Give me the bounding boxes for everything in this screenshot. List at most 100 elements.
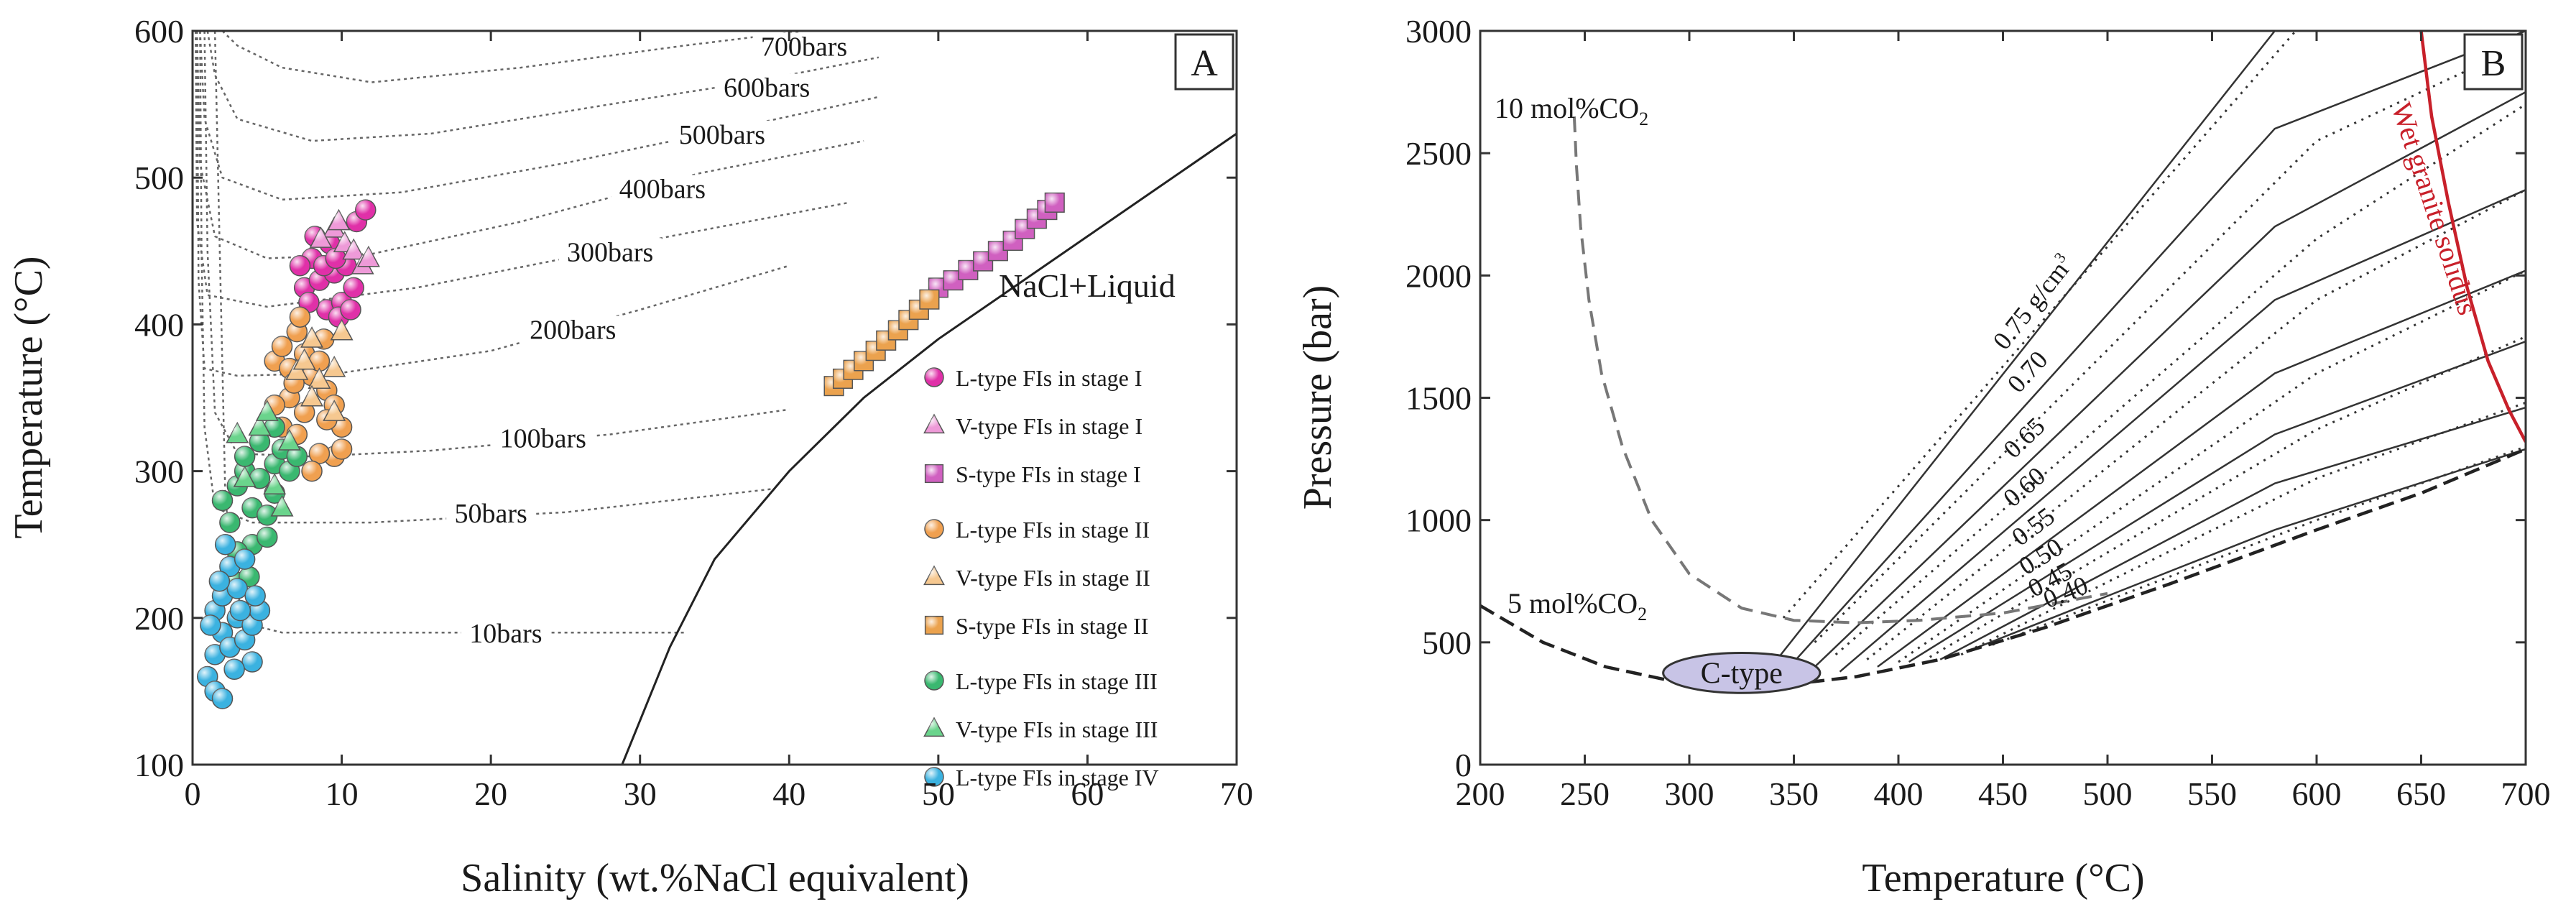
legend-marker	[923, 565, 945, 586]
data-point	[249, 468, 271, 489]
x-tick-label: 700	[2501, 775, 2551, 812]
co2-10-curve	[1572, 116, 2108, 625]
x-tick-label: 60	[1071, 775, 1104, 812]
legend-label: L-type FIs in stage III	[956, 668, 1158, 694]
data-point	[356, 245, 380, 267]
data-point	[271, 336, 293, 357]
data-point	[223, 658, 245, 681]
panel-a-salinity-temperature: 10bars 50bars 100bars 200bars 300bars 400bars…	[6, 13, 1253, 900]
data-point	[248, 414, 272, 436]
data-point	[264, 394, 285, 416]
data-point	[331, 438, 353, 460]
isochore-solid	[1977, 448, 2526, 648]
legend-item: L-type FIs in stage I	[924, 365, 1142, 391]
data-point	[292, 348, 316, 370]
legend-item: S-type FIs in stage II	[924, 613, 1148, 639]
isobar-label: 700bars	[761, 32, 847, 62]
isobar-label-bg	[558, 238, 662, 266]
axes-b: 200 250 300 350 400 450 500 550 600 650 700 0 500 100…	[1405, 13, 2551, 812]
x-tick-label: 20	[474, 775, 507, 812]
legend-label: S-type FIs in stage I	[956, 461, 1141, 487]
isobar-600bars	[206, 31, 880, 142]
co2-5-curve	[1480, 447, 2526, 688]
data-point	[234, 446, 256, 467]
c-type-label: C-type	[1701, 657, 1783, 690]
x-tick-label: 0	[185, 775, 201, 812]
legend-label: L-type FIs in stage I	[956, 365, 1142, 391]
data-point	[1044, 192, 1065, 213]
isochore-label: 0.65	[1998, 412, 2050, 464]
y-axis-title-b: Pressure (bar)	[1296, 285, 1340, 510]
data-point	[277, 429, 301, 451]
co2-10-label-sub: 2	[1639, 109, 1648, 129]
legend-label: V-type FIs in stage I	[956, 413, 1142, 439]
axes-a: 0 10 20 30 40 50 60 70 100 200 300 400 500 600	[134, 13, 1253, 812]
data-point	[327, 208, 351, 231]
isochore-solid	[1877, 269, 2526, 668]
legend-marker	[924, 671, 944, 691]
data-point	[255, 400, 279, 421]
legend-item: V-type FIs in stage II	[923, 565, 1150, 591]
legend-label: S-type FIs in stage II	[956, 613, 1148, 639]
wet-granite-solidus-curve	[2419, 31, 2526, 443]
legend-item: V-type FIs in stage III	[923, 716, 1158, 742]
isochore-solid	[1839, 189, 2526, 673]
data-point	[286, 446, 308, 467]
y-axis-title-a: Temperature (°C)	[6, 256, 51, 538]
data-point	[270, 494, 294, 517]
data-point	[289, 306, 311, 328]
x-tick-label: 450	[1978, 775, 2028, 812]
y-tick-label: 300	[134, 453, 184, 490]
legend-marker	[923, 716, 945, 737]
isobar-label: 500bars	[679, 120, 765, 150]
series-v-type-fis-in-stage-ii	[285, 318, 354, 421]
halite-curve	[621, 132, 1237, 765]
data-point	[226, 578, 249, 599]
boundary-curves	[1480, 31, 2526, 688]
isochore-dotted	[1992, 446, 2526, 646]
legend-item: L-type FIs in stage II	[924, 517, 1150, 543]
plot-frame-b	[1479, 29, 2527, 766]
x-axis-title-a: Salinity (wt.%NaCl equivalent)	[461, 856, 969, 900]
isochore-solid	[1908, 341, 2526, 663]
series-s-type-fis-in-stage-ii	[823, 289, 940, 397]
data-point	[233, 466, 257, 487]
isobar-label: 10bars	[469, 619, 542, 649]
x-tick-label: 600	[2292, 775, 2342, 812]
isobar-label-bg	[491, 424, 595, 452]
x-tick-label: 500	[2083, 775, 2133, 812]
co2-5-label: 5 mol%CO2	[1508, 587, 1647, 625]
data-point	[200, 614, 221, 636]
data-point	[876, 330, 897, 351]
data-point	[919, 289, 940, 310]
x-tick-label: 400	[1874, 775, 1924, 812]
isobar-label-bg	[461, 619, 550, 648]
co2-5-label-main: 5 mol%CO	[1508, 587, 1638, 619]
data-point	[211, 688, 234, 709]
x-tick-label: 50	[922, 775, 955, 812]
data-point	[249, 431, 271, 453]
isochore-dotted	[1960, 401, 2526, 656]
panel-b-temperature-pressure: 10 mol%CO2 5 mol%CO2 Wet granite solidus…	[1296, 13, 2551, 900]
data-point	[309, 226, 333, 248]
data-point	[343, 277, 364, 299]
halite-saturation-curve	[621, 132, 1237, 765]
legend-marker	[924, 464, 944, 484]
data-point	[308, 367, 331, 389]
isobar-label-bg	[752, 32, 856, 60]
panel-label-b: B	[2463, 33, 2524, 91]
legend-marker	[924, 615, 944, 635]
legend-item: L-type FIs in stage III	[924, 668, 1158, 694]
y-tick-label: 1000	[1405, 502, 1472, 539]
data-point	[342, 238, 366, 260]
data-point	[323, 355, 346, 377]
x-tick-label: 30	[624, 775, 657, 812]
legend-marker	[924, 519, 944, 539]
isochore-solid	[1774, 31, 2276, 663]
isochore-label: 0.75 g/cm3	[1986, 249, 2079, 355]
x-tick-label: 550	[2187, 775, 2237, 812]
isochore-lines	[1774, 31, 2526, 673]
data-point	[1015, 218, 1035, 239]
x-tick-label: 40	[772, 775, 805, 812]
